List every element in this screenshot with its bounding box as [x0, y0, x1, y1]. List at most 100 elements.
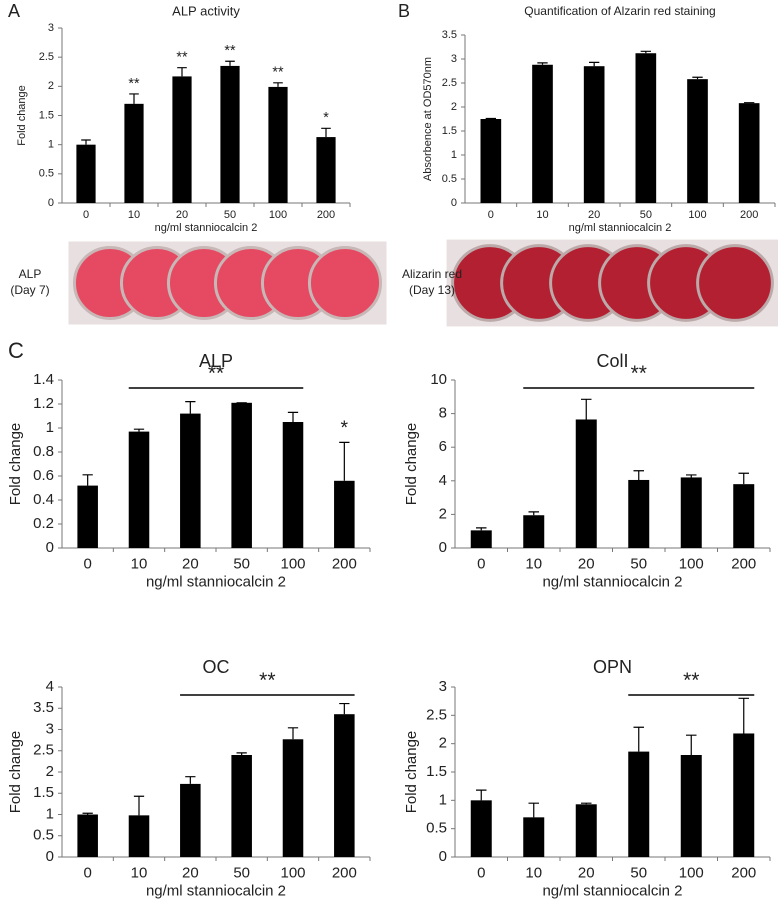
y-tick-label: 4	[439, 472, 447, 489]
error-bar	[738, 697, 749, 734]
panel-letter: C	[8, 338, 24, 363]
bar	[180, 413, 201, 548]
x-axis-label: ng/ml stanniocalcin 2	[155, 222, 258, 234]
y-tick-label: 1.5	[39, 109, 54, 121]
panel-letter: B	[398, 1, 410, 21]
well	[696, 244, 774, 322]
bar	[128, 431, 150, 548]
bar	[480, 119, 502, 203]
bar	[334, 480, 355, 548]
significance: *	[341, 417, 349, 439]
x-tick-label: 200	[317, 209, 335, 221]
x-axis-label: ng/ml stanniocalcin 2	[146, 573, 286, 590]
y-tick-label: 0	[439, 539, 447, 556]
x-tick-label: 200	[332, 555, 357, 572]
well	[307, 245, 383, 321]
image-label: (Day 13)	[409, 283, 455, 297]
error-bar	[476, 527, 487, 531]
bar	[316, 137, 336, 203]
y-tick-label: 1	[48, 139, 54, 151]
x-axis-label: ng/ml stanniocalcin 2	[542, 573, 682, 590]
x-tick-label: 200	[332, 864, 357, 881]
x-tick-label: 10	[525, 555, 542, 572]
y-tick-label: 3	[46, 720, 54, 737]
x-tick-label: 20	[578, 864, 595, 881]
y-tick-label: 6	[439, 438, 447, 455]
y-tick-label: 10	[430, 371, 447, 388]
y-tick-label: 0.5	[426, 820, 447, 837]
bar	[733, 733, 755, 857]
significance: **	[272, 65, 284, 81]
error-bar	[633, 726, 644, 752]
y-tick-label: 3	[451, 53, 457, 65]
significance: **	[631, 362, 647, 385]
y-tick-label: 1.5	[442, 125, 457, 137]
x-tick-label: 10	[128, 209, 140, 221]
y-tick-label: 2.5	[33, 742, 54, 759]
y-tick-label: 0.6	[33, 467, 54, 484]
error-bar	[537, 62, 548, 65]
y-tick-label: 1	[451, 149, 457, 161]
bar	[628, 479, 650, 548]
error-bar	[133, 428, 145, 432]
x-tick-label: 0	[488, 209, 494, 221]
y-axis-label: Fold change	[16, 85, 28, 146]
y-tick-label: 0.8	[33, 443, 54, 460]
error-bar	[476, 789, 487, 801]
bar	[523, 817, 545, 857]
y-tick-label: 2.5	[426, 706, 447, 723]
error-bar	[528, 511, 539, 516]
significance: **	[683, 669, 699, 692]
error-bar	[686, 474, 697, 478]
x-tick-label: 200	[731, 555, 756, 572]
y-tick-label: 1	[439, 791, 447, 808]
bar	[738, 103, 760, 203]
y-tick-label: 2	[48, 80, 54, 92]
x-axis-label: ng/ml stanniocalcin 2	[569, 222, 672, 234]
x-tick-label: 20	[588, 209, 600, 221]
error-bar	[692, 76, 703, 80]
x-tick-label: 100	[280, 864, 305, 881]
x-tick-label: 50	[233, 864, 250, 881]
bar	[268, 86, 288, 203]
y-tick-label: 0.5	[39, 168, 54, 180]
x-tick-label: 50	[630, 864, 647, 881]
x-tick-label: 0	[83, 864, 91, 881]
error-bar	[738, 472, 749, 485]
x-tick-label: 200	[740, 209, 758, 221]
significance: **	[224, 43, 236, 59]
chart-title: OPN	[593, 657, 632, 677]
error-bar	[129, 93, 139, 104]
x-tick-label: 10	[536, 209, 548, 221]
y-tick-label: 2	[439, 505, 447, 522]
x-tick-label: 200	[731, 864, 756, 881]
error-bar	[528, 802, 539, 818]
bar	[282, 739, 304, 857]
bar	[231, 402, 252, 548]
y-axis-label: Fold change	[403, 731, 420, 814]
significance: **	[259, 669, 275, 692]
error-bar	[640, 50, 651, 54]
y-tick-label: 0	[451, 197, 457, 209]
bar	[575, 419, 597, 548]
y-tick-label: 0.2	[33, 515, 54, 532]
x-axis-label: ng/ml stanniocalcin 2	[146, 882, 286, 899]
bar	[124, 103, 144, 203]
significance: *	[323, 110, 329, 126]
significance: **	[128, 76, 140, 92]
x-tick-label: 100	[269, 209, 287, 221]
bar	[282, 422, 304, 548]
bar	[680, 755, 702, 857]
x-tick-label: 100	[688, 209, 706, 221]
y-tick-label: 1.5	[33, 784, 54, 801]
x-tick-label: 50	[233, 555, 250, 572]
bar	[128, 815, 150, 857]
error-bar	[177, 67, 187, 77]
chart-title: ColI	[596, 351, 628, 371]
chart-title: ALP activity	[172, 3, 240, 18]
bar	[635, 53, 657, 203]
error-bar	[633, 470, 644, 480]
error-bar	[82, 474, 93, 486]
error-bar	[321, 127, 331, 138]
error-bar	[581, 802, 592, 805]
